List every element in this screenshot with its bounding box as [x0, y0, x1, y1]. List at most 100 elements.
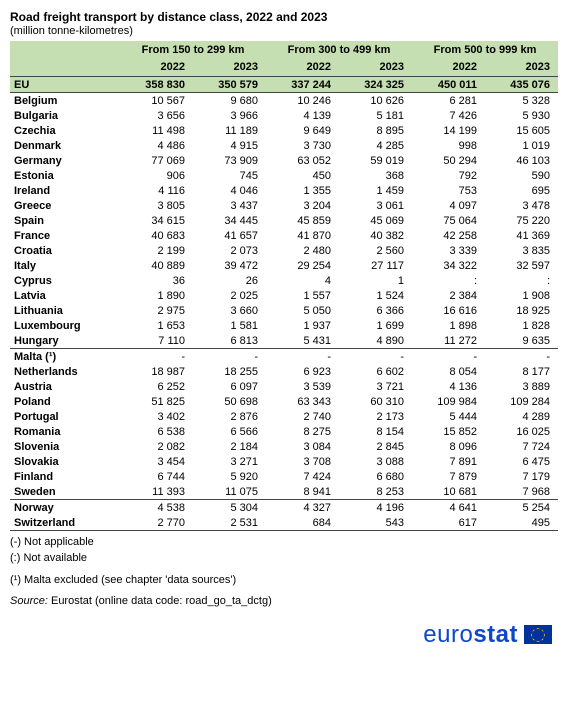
- cell-value: 3 204: [266, 198, 339, 213]
- cell-value: 3 660: [193, 303, 266, 318]
- cell-value: 40 382: [339, 228, 412, 243]
- cell-value: 3 721: [339, 379, 412, 394]
- cell-value: 7 891: [412, 454, 485, 469]
- table-row: Slovakia3 4543 2713 7083 0887 8916 475: [10, 454, 558, 469]
- note-line: (:) Not available: [10, 551, 558, 567]
- table-row: Latvia1 8902 0251 5571 5242 3841 908: [10, 288, 558, 303]
- cell-value: 2 384: [412, 288, 485, 303]
- cell-value: 6 097: [193, 379, 266, 394]
- cell-value: 753: [412, 183, 485, 198]
- cell-value: 5 444: [412, 409, 485, 424]
- table-row: Hungary7 1106 8135 4314 89011 2729 635: [10, 333, 558, 349]
- cell-value: 34 615: [120, 213, 193, 228]
- cell-value: 3 708: [266, 454, 339, 469]
- cell-value: 5 304: [193, 500, 266, 516]
- cell-value: 1 699: [339, 318, 412, 333]
- row-label: Netherlands: [10, 364, 120, 379]
- cell-value: 9 635: [485, 333, 558, 349]
- cell-value: 45 069: [339, 213, 412, 228]
- cell-value: 18 987: [120, 364, 193, 379]
- cell-value: 1 898: [412, 318, 485, 333]
- group-header: From 150 to 299 km: [120, 41, 266, 59]
- cell-value: 5 431: [266, 333, 339, 349]
- table-row: Switzerland2 7702 531684543617495: [10, 515, 558, 531]
- cell-value: 4 890: [339, 333, 412, 349]
- cell-value: 75 064: [412, 213, 485, 228]
- row-label: Ireland: [10, 183, 120, 198]
- row-label: Portugal: [10, 409, 120, 424]
- table-row: Czechia11 49811 1899 6498 89514 19915 60…: [10, 123, 558, 138]
- cell-value: 6 366: [339, 303, 412, 318]
- cell-value: -: [412, 349, 485, 365]
- cell-value: 7 426: [412, 108, 485, 123]
- cell-value: 7 179: [485, 469, 558, 484]
- group-header: From 300 to 499 km: [266, 41, 412, 59]
- row-label: Austria: [10, 379, 120, 394]
- cell-value: 543: [339, 515, 412, 531]
- table-row: Lithuania2 9753 6605 0506 36616 61618 92…: [10, 303, 558, 318]
- cell-value: 4 046: [193, 183, 266, 198]
- row-label: Slovakia: [10, 454, 120, 469]
- cell-value: 4 116: [120, 183, 193, 198]
- cell-value: 3 088: [339, 454, 412, 469]
- source-label: Source:: [10, 595, 48, 607]
- cell-value: 350 579: [193, 77, 266, 93]
- year-header: 2023: [339, 59, 412, 77]
- row-label: Czechia: [10, 123, 120, 138]
- logo-text: eurostat: [423, 621, 518, 649]
- cell-value: 40 889: [120, 258, 193, 273]
- row-label: Croatia: [10, 243, 120, 258]
- cell-value: 6 281: [412, 93, 485, 109]
- row-label: Latvia: [10, 288, 120, 303]
- row-label: Cyprus: [10, 273, 120, 288]
- cell-value: 998: [412, 138, 485, 153]
- cell-value: 2 073: [193, 243, 266, 258]
- year-header: 2022: [120, 59, 193, 77]
- cell-value: 8 275: [266, 424, 339, 439]
- cell-value: 40 683: [120, 228, 193, 243]
- cell-value: 617: [412, 515, 485, 531]
- eu-flag-icon: [524, 625, 552, 644]
- cell-value: 324 325: [339, 77, 412, 93]
- cell-value: 6 744: [120, 469, 193, 484]
- cell-value: -: [120, 349, 193, 365]
- cell-value: 36: [120, 273, 193, 288]
- cell-value: 41 870: [266, 228, 339, 243]
- cell-value: 45 859: [266, 213, 339, 228]
- cell-value: 2 082: [120, 439, 193, 454]
- table-title: Road freight transport by distance class…: [10, 10, 558, 24]
- row-label: Spain: [10, 213, 120, 228]
- data-table: From 150 to 299 km From 300 to 499 km Fr…: [10, 41, 558, 531]
- cell-value: 2 025: [193, 288, 266, 303]
- cell-value: 63 343: [266, 394, 339, 409]
- cell-value: 450 011: [412, 77, 485, 93]
- cell-value: 59 019: [339, 153, 412, 168]
- row-label: Slovenia: [10, 439, 120, 454]
- cell-value: 39 472: [193, 258, 266, 273]
- cell-value: 7 110: [120, 333, 193, 349]
- source-text: Eurostat (online data code: road_go_ta_d…: [48, 595, 272, 607]
- row-label: Germany: [10, 153, 120, 168]
- cell-value: 18 925: [485, 303, 558, 318]
- cell-value: 8 177: [485, 364, 558, 379]
- row-label: Luxembourg: [10, 318, 120, 333]
- cell-value: 695: [485, 183, 558, 198]
- cell-value: 3 656: [120, 108, 193, 123]
- row-label: Norway: [10, 500, 120, 516]
- cell-value: 32 597: [485, 258, 558, 273]
- cell-value: -: [266, 349, 339, 365]
- cell-value: 34 322: [412, 258, 485, 273]
- cell-value: 4 097: [412, 198, 485, 213]
- table-row: Belgium10 5679 68010 24610 6266 2815 328: [10, 93, 558, 109]
- table-row: Cyprus362641::: [10, 273, 558, 288]
- cell-value: 8 253: [339, 484, 412, 500]
- table-row: Netherlands18 98718 2556 9236 6028 0548 …: [10, 364, 558, 379]
- year-header: 2023: [485, 59, 558, 77]
- cell-value: 590: [485, 168, 558, 183]
- cell-value: 10 567: [120, 93, 193, 109]
- cell-value: -: [339, 349, 412, 365]
- cell-value: 6 566: [193, 424, 266, 439]
- cell-value: 18 255: [193, 364, 266, 379]
- cell-value: 3 539: [266, 379, 339, 394]
- cell-value: 792: [412, 168, 485, 183]
